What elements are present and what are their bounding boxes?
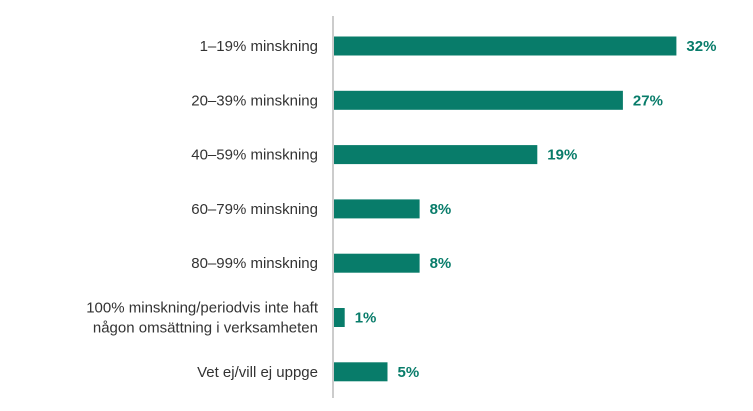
value-label-6: 5%	[398, 364, 420, 381]
category-label-line: Vet ej/vill ej uppge	[197, 364, 318, 381]
bar-0	[334, 36, 677, 56]
bar-6	[334, 362, 388, 382]
category-label-6: Vet ej/vill ej uppge	[197, 364, 318, 381]
category-label-5: 100% minskning/periodvis inte haft någon …	[86, 300, 319, 337]
category-label-0: 1–19% minskning	[200, 38, 318, 55]
category-label-line: 80–99% minskning	[191, 255, 318, 272]
category-label-line: någon omsättning i verksamheten	[93, 320, 318, 337]
category-label-1: 20–39% minskning	[191, 92, 318, 109]
value-label-1: 27%	[633, 92, 663, 109]
category-labels-group: 1–19% minskning 20–39% minskning 40–59% mi…	[86, 38, 319, 381]
value-label-2: 19%	[547, 147, 577, 164]
category-label-4: 80–99% minskning	[191, 255, 318, 272]
category-label-2: 40–59% minskning	[191, 147, 318, 164]
bar-1	[334, 90, 623, 110]
category-label-line: 40–59% minskning	[191, 147, 318, 164]
bar-4	[334, 253, 420, 273]
category-label-line: 1–19% minskning	[200, 38, 318, 55]
bar-2	[334, 145, 538, 165]
category-label-3: 60–79% minskning	[191, 201, 318, 218]
bar-5	[334, 308, 345, 327]
category-label-line: 100% minskning/periodvis inte haft	[86, 300, 319, 317]
value-label-3: 8%	[430, 201, 452, 218]
value-label-4: 8%	[430, 255, 452, 272]
bars-group	[334, 36, 677, 382]
bar-3	[334, 199, 420, 219]
category-label-line: 60–79% minskning	[191, 201, 318, 218]
value-label-0: 32%	[686, 38, 716, 55]
category-label-line: 20–39% minskning	[191, 92, 318, 109]
value-label-5: 1%	[355, 310, 377, 327]
value-labels-group: 32% 27% 19% 8% 8% 1% 5%	[355, 38, 717, 381]
